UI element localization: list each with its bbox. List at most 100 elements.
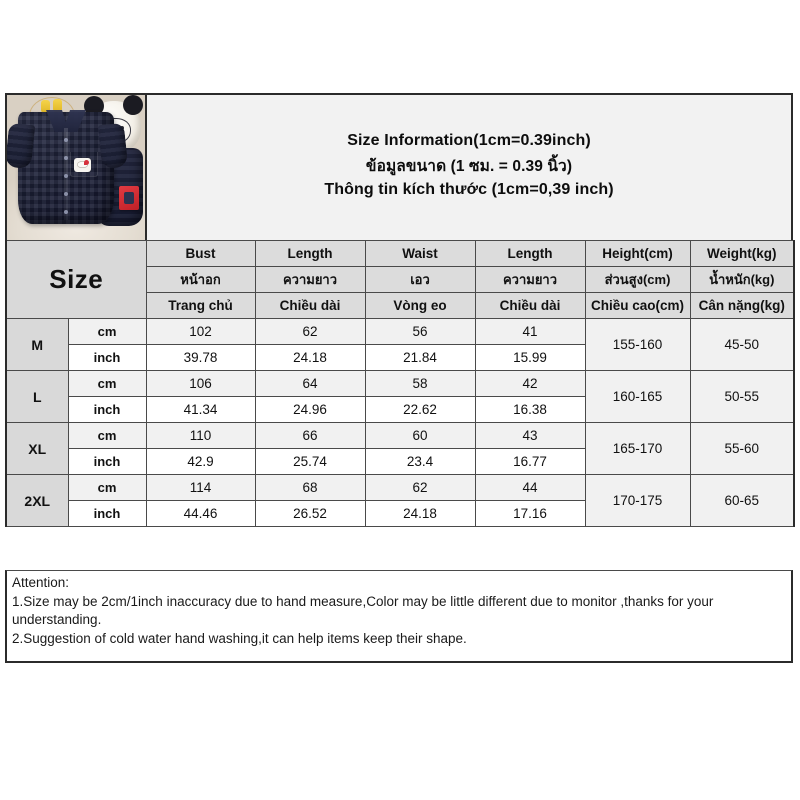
table-row: XL cm 110 66 60 43 165-170 55-60 (5, 422, 795, 475)
cell-l-height: 160-165 (584, 370, 691, 423)
row-unit-inch: inch (67, 448, 147, 475)
cell-xl-height: 165-170 (584, 422, 691, 475)
note-heading: Attention: (12, 575, 70, 590)
note-line-1: 1.Size may be 2cm/1inch inaccuracy due t… (12, 593, 714, 628)
cell-xl-inch-length2: 16.77 (474, 448, 586, 475)
table-row: inch 44.46 26.52 24.18 17.16 (6, 500, 794, 527)
cell-2xl-inch-waist: 24.18 (364, 500, 476, 527)
panda-ear-right (123, 95, 143, 115)
cell-m-inch-length1: 24.18 (254, 344, 366, 371)
col-header-waist-vi: Vòng eo (364, 292, 476, 319)
chest-pocket (70, 152, 98, 177)
row-size-2xl: 2XL (5, 474, 69, 527)
size-header-cell: Size (5, 240, 147, 319)
clip-pin-a (41, 100, 50, 113)
col-header-length1-en: Length (254, 240, 366, 267)
cell-m-cm-length2: 41 (474, 318, 586, 345)
size-table: Size Bust Length Waist Length Height(cm)… (5, 240, 795, 527)
note-line-2: 2.Suggestion of cold water hand washing,… (12, 630, 467, 646)
chart-banner: Size Information(1cm=0.39inch) ข้อมูลขนา… (5, 93, 793, 240)
row-unit-inch: inch (67, 396, 147, 423)
title-line-english: Size Information(1cm=0.39inch) (347, 132, 591, 149)
cell-xl-inch-waist: 23.4 (364, 448, 476, 475)
table-row: 2XL cm 114 68 62 44 170-175 60-65 (5, 474, 795, 527)
hello-kitty-patch-icon (74, 158, 91, 172)
cell-xl-cm-length1: 66 (254, 422, 366, 449)
shirt-button-1 (63, 138, 68, 142)
shirt-button-3 (63, 174, 68, 178)
cell-m-cm-waist: 56 (364, 318, 476, 345)
cell-l-weight: 50-55 (689, 370, 795, 423)
col-header-weight-th: น้ำหนัก(kg) (689, 266, 795, 293)
col-header-bust-th: หน้าอก (145, 266, 256, 293)
col-header-weight-en: Weight(kg) (689, 240, 795, 267)
row-unit-cm: cm (67, 370, 147, 397)
table-row: inch 42.9 25.74 23.4 16.77 (6, 448, 794, 475)
cell-m-inch-length2: 15.99 (474, 344, 586, 371)
product-photo-scene (7, 95, 145, 240)
cell-xl-cm-bust: 110 (145, 422, 256, 449)
col-header-bust-vi: Trang chủ (145, 292, 256, 319)
col-header-length1-th: ความยาว (254, 266, 366, 293)
cell-2xl-cm-bust: 114 (145, 474, 256, 501)
cell-2xl-inch-bust: 44.46 (145, 500, 256, 527)
cell-xl-cm-waist: 60 (364, 422, 476, 449)
cell-l-cm-bust: 106 (145, 370, 256, 397)
col-header-height-en: Height(cm) (584, 240, 691, 267)
col-header-length2-th: ความยาว (474, 266, 586, 293)
shirt-button-5 (63, 210, 68, 214)
shirt-button-2 (63, 156, 68, 160)
col-header-bust-en: Bust (145, 240, 256, 267)
col-header-length1-vi: Chiều dài (254, 292, 366, 319)
col-header-length2-vi: Chiều dài (474, 292, 586, 319)
cell-xl-inch-bust: 42.9 (145, 448, 256, 475)
table-row: M cm 102 62 56 41 155-160 45-50 (5, 318, 795, 371)
col-header-weight-vi: Cân nặng(kg) (689, 292, 795, 319)
cell-l-inch-length1: 24.96 (254, 396, 366, 423)
table-row: L cm 106 64 58 42 160-165 50-55 (5, 370, 795, 423)
cell-2xl-inch-length2: 17.16 (474, 500, 586, 527)
cell-xl-cm-length2: 43 (474, 422, 586, 449)
col-header-length2-en: Length (474, 240, 586, 267)
row-size-m: M (5, 318, 69, 371)
cell-m-inch-bust: 39.78 (145, 344, 256, 371)
chart-title-block: Size Information(1cm=0.39inch) ข้อมูลขนา… (147, 95, 791, 240)
cell-l-inch-length2: 16.38 (474, 396, 586, 423)
clip-pin-b (53, 99, 62, 112)
cell-l-cm-length1: 64 (254, 370, 366, 397)
attention-note: Attention: 1.Size may be 2cm/1inch inacc… (5, 570, 793, 663)
cell-2xl-inch-length1: 26.52 (254, 500, 366, 527)
col-header-waist-en: Waist (364, 240, 476, 267)
pajama-shirt (7, 110, 129, 224)
sleeve-right (97, 122, 129, 170)
cell-2xl-cm-length2: 44 (474, 474, 586, 501)
row-unit-inch: inch (67, 344, 147, 371)
product-photo (7, 95, 147, 240)
title-line-vietnamese: Thông tin kích thước (1cm=0,39 inch) (324, 181, 614, 198)
sleeve-left (7, 122, 36, 170)
cell-l-cm-waist: 58 (364, 370, 476, 397)
col-header-waist-th: เอว (364, 266, 476, 293)
cell-xl-inch-length1: 25.74 (254, 448, 366, 475)
cell-l-inch-waist: 22.62 (364, 396, 476, 423)
row-unit-cm: cm (67, 422, 147, 449)
row-unit-inch: inch (67, 500, 147, 527)
cell-l-cm-length2: 42 (474, 370, 586, 397)
table-row: inch 41.34 24.96 22.62 16.38 (6, 396, 794, 423)
cell-xl-weight: 55-60 (689, 422, 795, 475)
table-row: inch 39.78 24.18 21.84 15.99 (6, 344, 794, 371)
col-header-height-th: ส่วนสูง(cm) (584, 266, 691, 293)
header-row-thai: หน้าอก ความยาว เอว ความยาว ส่วนสูง(cm) น… (6, 266, 795, 293)
cell-2xl-cm-waist: 62 (364, 474, 476, 501)
col-header-height-vi: Chiều cao(cm) (584, 292, 691, 319)
row-size-l: L (5, 370, 69, 423)
header-row-english: Size Bust Length Waist Length Height(cm)… (5, 240, 795, 319)
price-tag-icon (119, 186, 139, 210)
cell-m-inch-waist: 21.84 (364, 344, 476, 371)
row-size-xl: XL (5, 422, 69, 475)
cell-2xl-cm-length1: 68 (254, 474, 366, 501)
cell-2xl-weight: 60-65 (689, 474, 795, 527)
cell-m-weight: 45-50 (689, 318, 795, 371)
cell-m-cm-length1: 62 (254, 318, 366, 345)
